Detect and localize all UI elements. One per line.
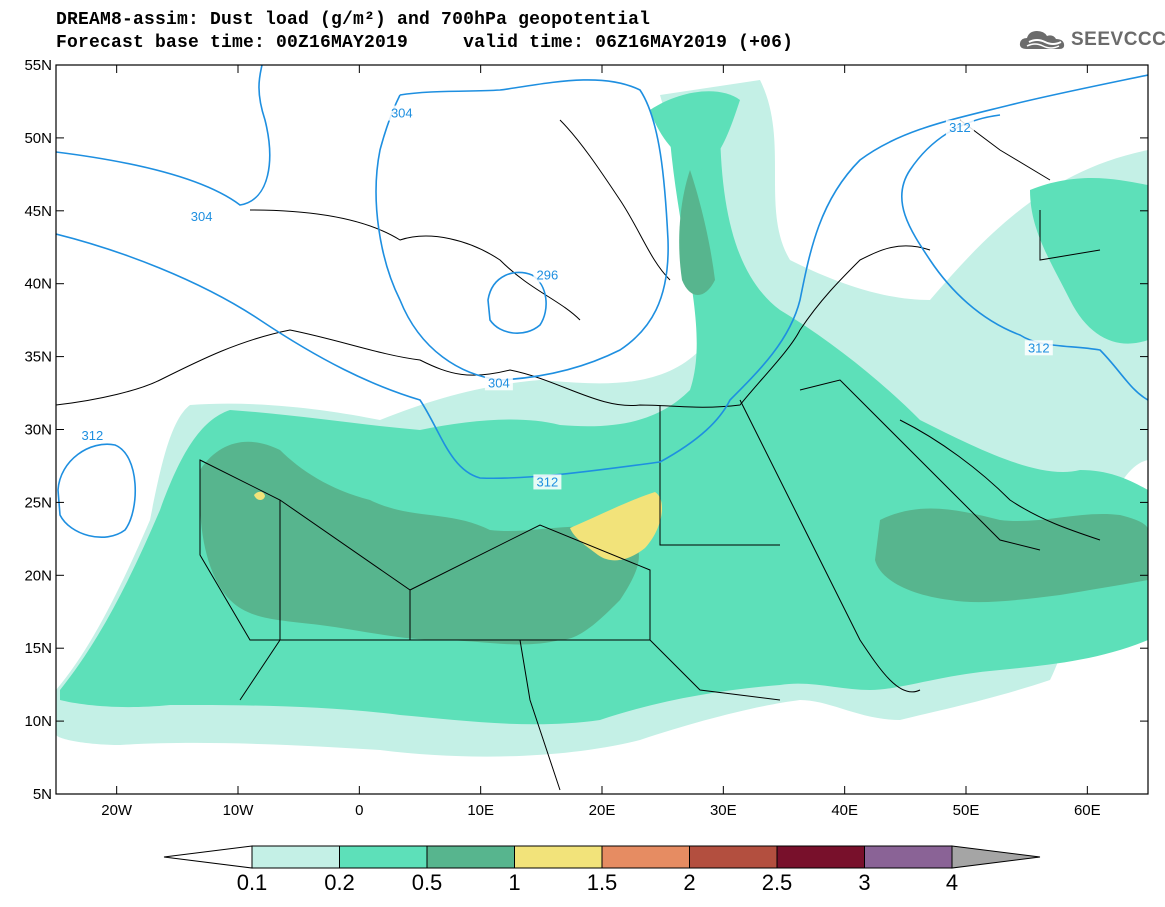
colorbar-label: 0.2: [324, 870, 355, 895]
lat-label: 10N: [24, 713, 52, 730]
contour-label-bg: [78, 427, 107, 443]
geopotential-contours: [56, 65, 1148, 538]
cloud-icon: [1019, 31, 1065, 49]
colorbar-label: 4: [946, 870, 958, 895]
lat-label: 20N: [24, 567, 52, 584]
colorbar-segment: [426, 845, 515, 869]
contour-label: 296: [537, 267, 559, 282]
colorbar-label: 3: [858, 870, 870, 895]
lat-label: 40N: [24, 276, 52, 293]
colorbar-segment: [339, 845, 428, 869]
colorbar-segment: [601, 845, 690, 869]
contour-labels: 304 304 312 296 304 312 312 312: [78, 105, 1053, 490]
lat-label: 15N: [24, 640, 52, 657]
lon-label: 10E: [467, 802, 494, 819]
contour-label-bg: [484, 375, 513, 391]
colorbar: 0.1 0.2 0.5 1 1.5 2 2.5 3 4: [163, 845, 1041, 895]
contour-label-bg: [187, 209, 216, 225]
colorbar-label: 0.1: [237, 870, 268, 895]
lon-label: 60E: [1074, 802, 1101, 819]
contour-label-bg: [387, 105, 416, 121]
colorbar-label: 1.5: [587, 870, 618, 895]
contour-label: 304: [191, 209, 213, 224]
lon-label: 10W: [223, 802, 255, 819]
lon-label: 30E: [710, 802, 737, 819]
lat-label: 50N: [24, 130, 52, 147]
lat-label: 5N: [33, 786, 52, 803]
coastlines: [56, 119, 1101, 791]
lat-label: 45N: [24, 203, 52, 220]
contour-label: 312: [82, 428, 104, 443]
lat-label: 55N: [24, 57, 52, 74]
lon-label: 50E: [953, 802, 980, 819]
colorbar-label: 2.5: [762, 870, 793, 895]
logo-text: SEEVCCC: [1071, 29, 1165, 50]
contour-label-bg: [533, 267, 562, 283]
lat-label: 30N: [24, 422, 52, 439]
lat-label: 25N: [24, 494, 52, 511]
colorbar-under-triangle: [163, 845, 253, 869]
colorbar-over-triangle: [951, 845, 1041, 869]
colorbar-label: 2: [683, 870, 695, 895]
contour-label-bg: [945, 120, 974, 136]
colorbar-segment: [251, 845, 340, 869]
lon-label: 20W: [101, 802, 133, 819]
contour-label: 312: [949, 120, 971, 135]
colorbar-segment: [776, 845, 865, 869]
lon-label: 20E: [589, 802, 616, 819]
lon-label: 40E: [831, 802, 858, 819]
lon-label: 0: [355, 802, 363, 819]
contour-label: 304: [391, 106, 413, 121]
forecast-time-line: Forecast base time: 00Z16MAY2019 valid t…: [56, 33, 794, 53]
contour-label-bg: [1024, 340, 1053, 356]
colorbar-label: 1: [508, 870, 520, 895]
latitude-axis: 55N 50N 45N 40N 35N 30N 25N 20N 15N 10N 5N: [24, 57, 1148, 803]
contour-label-bg: [533, 474, 562, 490]
colorbar-segment: [514, 845, 603, 869]
contour-label: 312: [537, 474, 559, 489]
longitude-axis: 20W 10W 0 10E 20E 30E 40E 50E 60E: [101, 65, 1101, 819]
contour-label: 304: [488, 375, 510, 390]
dust-layer-1: [254, 491, 663, 561]
map-title: DREAM8-assim: Dust load (g/m²) and 700hP…: [56, 10, 651, 30]
contour-label: 312: [1028, 340, 1050, 355]
seevccc-logo: SEEVCCC: [1017, 27, 1165, 53]
colorbar-segment: [864, 845, 953, 869]
dust-layer-0.5: [200, 170, 1148, 645]
colorbar-label: 0.5: [412, 870, 443, 895]
lat-label: 35N: [24, 349, 52, 366]
colorbar-segment: [689, 845, 778, 869]
